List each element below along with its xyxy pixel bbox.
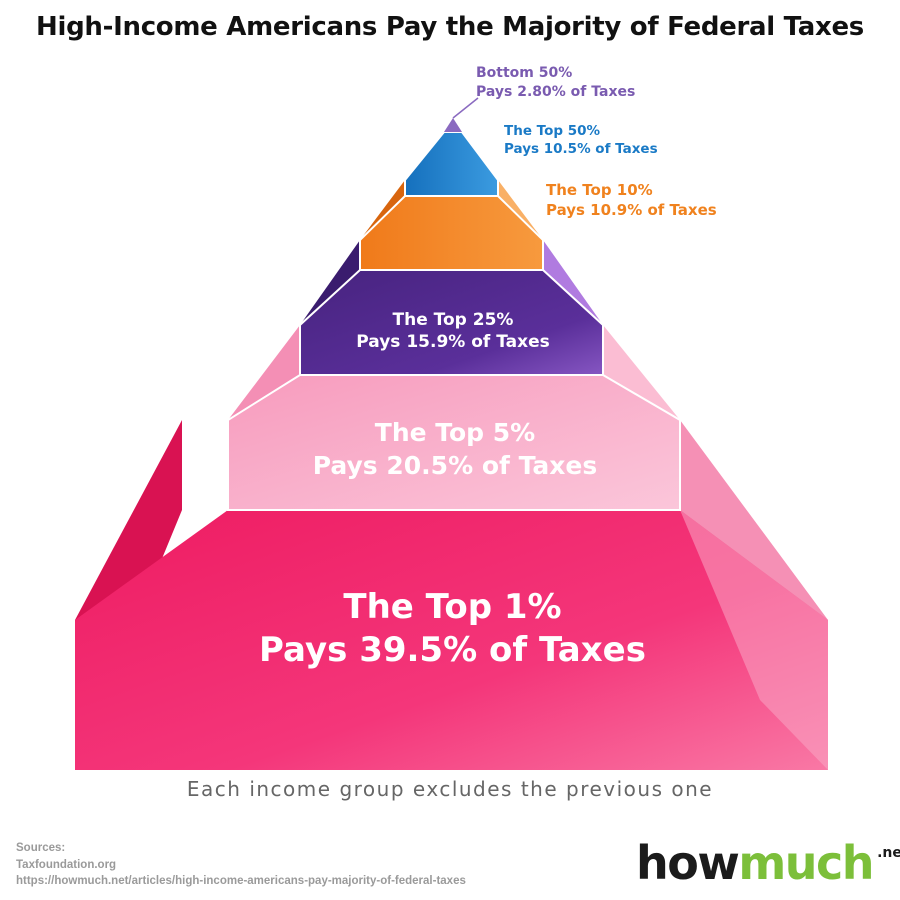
logo-suffix: .net (877, 845, 900, 861)
source-line-1: Taxfoundation.org (16, 858, 117, 871)
tier-top-50-label: The Top 50% Pays 10.5% of Taxes (504, 122, 658, 158)
tier-top-1-label: The Top 1% Pays 39.5% of Taxes (75, 586, 830, 671)
tier-top-50-line2: Pays 10.5% of Taxes (504, 141, 658, 158)
tier-top-1-highlight (680, 510, 828, 770)
logo-part-how: how (636, 836, 740, 890)
tier-top-25-line2: Pays 15.9% of Taxes (356, 332, 550, 353)
tier-top-1-block (75, 420, 828, 770)
tier-top-1-front-face (75, 510, 828, 770)
sources-heading: Sources: (16, 842, 66, 854)
page-title: High-Income Americans Pay the Majority o… (36, 12, 864, 42)
howmuch-logo: howmuch.net (636, 840, 900, 886)
footnote: Each income group excludes the previous … (186, 777, 714, 801)
tier-top-50-block (404, 131, 499, 197)
sources-block: Sources: Taxfoundation.org https://howmu… (16, 840, 466, 890)
tier-top-25-block (299, 240, 604, 376)
tier-top-25-line1: The Top 25% (392, 310, 514, 330)
bottom-50-leader-line (452, 97, 479, 119)
tier-bottom-50-line1: Bottom 50% (476, 65, 573, 81)
tier-top-10-block (359, 180, 544, 271)
source-line-2: https://howmuch.net/articles/high-income… (16, 875, 466, 888)
tier-bottom-50-tip (444, 118, 462, 132)
tier-top-5-line2: Pays 20.5% of Taxes (312, 450, 598, 480)
tier-top-10-line1: The Top 10% (546, 181, 653, 199)
logo-part-much: much (738, 836, 874, 890)
tier-top-1-line1: The Top 1% (343, 587, 562, 627)
tier-bottom-50-line2: Pays 2.80% of Taxes (476, 83, 636, 100)
tier-top-25-label: The Top 25% Pays 15.9% of Taxes (300, 309, 606, 353)
tier-top-5-block (227, 325, 681, 511)
tier-top-10-line2: Pays 10.9% of Taxes (546, 201, 717, 220)
tier-top-10-label: The Top 10% Pays 10.9% of Taxes (546, 180, 717, 221)
tier-top-1-line2: Pays 39.5% of Taxes (259, 629, 646, 670)
tier-top-5-line1: The Top 5% (374, 418, 536, 447)
tier-bottom-50-label: Bottom 50% Pays 2.80% of Taxes (476, 64, 635, 102)
tier-top-5-label: The Top 5% Pays 20.5% of Taxes (228, 417, 682, 482)
tier-top-50-front-face (404, 131, 499, 197)
tier-top-50-line1: The Top 50% (504, 123, 601, 139)
